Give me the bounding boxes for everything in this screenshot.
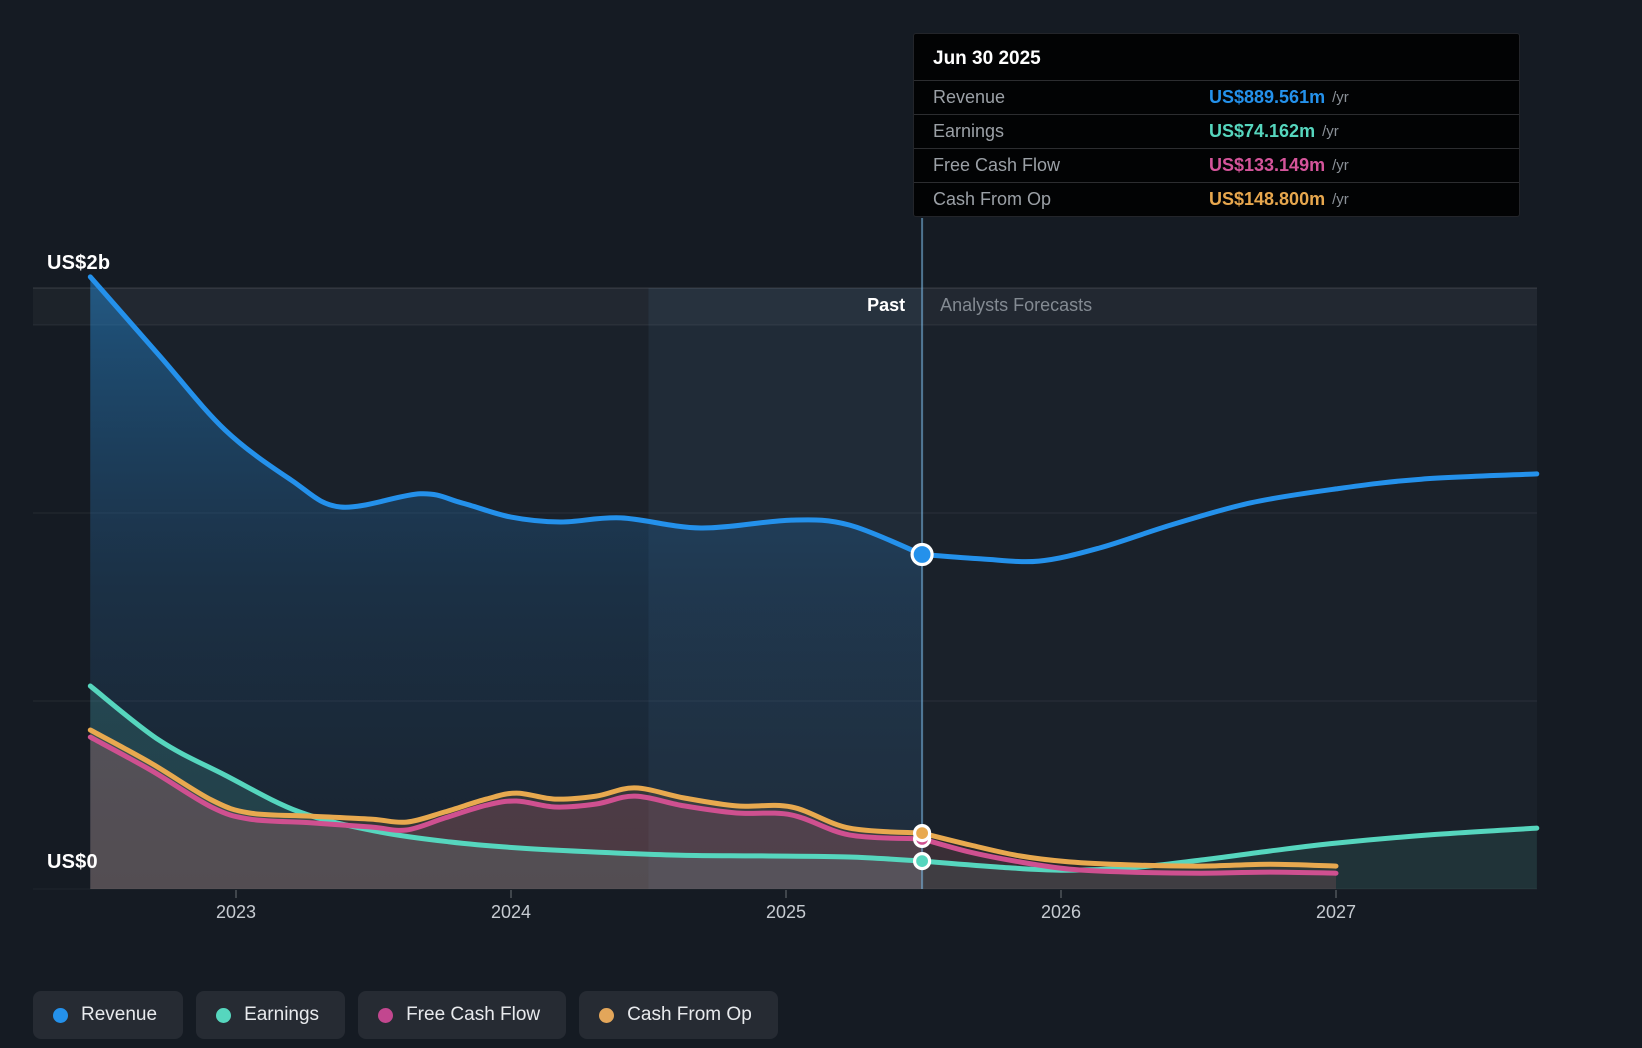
legend-item-revenue[interactable]: Revenue xyxy=(33,991,184,1039)
y-axis-max-label: US$2b xyxy=(47,252,111,274)
x-tick-2024: 2024 xyxy=(490,902,532,922)
x-tick-2023: 2023 xyxy=(215,902,257,922)
tooltip-row-cash-from-op: Cash From Op US$148.800m /yr xyxy=(914,182,1519,216)
x-tick-2026: 2026 xyxy=(1040,902,1082,922)
x-tick-2027: 2027 xyxy=(1315,902,1357,922)
tooltip-label: Revenue xyxy=(933,87,1006,107)
legend-item-earnings[interactable]: Earnings xyxy=(196,991,346,1039)
tooltip-label: Free Cash Flow xyxy=(933,155,1061,175)
tooltip-unit: /yr xyxy=(1332,191,1349,208)
legend-item-cash-from-op[interactable]: Cash From Op xyxy=(579,991,778,1039)
chart-legend: Revenue Earnings Free Cash Flow Cash Fro… xyxy=(33,991,778,1039)
legend-label: Free Cash Flow xyxy=(406,1004,541,1025)
tooltip-row-revenue: Revenue US$889.561m /yr xyxy=(914,80,1519,114)
past-section-label: Past xyxy=(867,295,906,315)
tooltip-value: US$133.149m xyxy=(1209,155,1326,175)
revenue-dot-icon xyxy=(53,1007,68,1023)
legend-label: Earnings xyxy=(244,1004,320,1025)
forecast-section-label: Analysts Forecasts xyxy=(940,295,1093,315)
tooltip-value: US$148.800m xyxy=(1209,189,1326,209)
tooltip-row-earnings: Earnings US$74.162m /yr xyxy=(914,114,1519,148)
tooltip-date: Jun 30 2025 xyxy=(933,48,1041,69)
tooltip-label: Cash From Op xyxy=(933,189,1052,209)
free-cash-flow-dot-icon xyxy=(378,1007,394,1023)
hover-tooltip: Jun 30 2025 Revenue US$889.561m /yr Earn… xyxy=(913,33,1520,217)
cash-from-op-dot-icon xyxy=(599,1007,615,1023)
tooltip-value: US$74.162m xyxy=(1209,121,1316,141)
y-axis-zero-label: US$0 xyxy=(47,851,98,873)
tooltip-unit: /yr xyxy=(1322,123,1339,140)
tooltip-unit: /yr xyxy=(1332,157,1349,174)
tooltip-row-free-cash-flow: Free Cash Flow US$133.149m /yr xyxy=(914,148,1519,182)
tooltip-unit: /yr xyxy=(1332,89,1349,106)
tooltip-label: Earnings xyxy=(933,121,1005,141)
earnings-dot-icon xyxy=(216,1007,232,1023)
legend-item-free-cash-flow[interactable]: Free Cash Flow xyxy=(358,991,567,1039)
tooltip-value: US$889.561m xyxy=(1209,87,1326,107)
x-tick-2025: 2025 xyxy=(765,902,807,922)
legend-label: Revenue xyxy=(81,1004,158,1025)
legend-label: Cash From Op xyxy=(627,1004,752,1025)
